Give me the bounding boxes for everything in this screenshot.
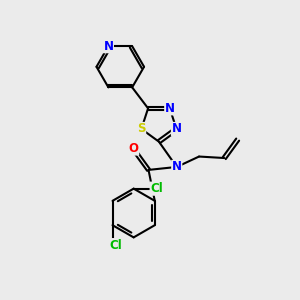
Text: O: O [129, 142, 139, 155]
Text: N: N [103, 40, 113, 53]
Text: Cl: Cl [110, 238, 122, 252]
Text: Cl: Cl [150, 182, 163, 195]
Text: N: N [171, 122, 182, 135]
Text: S: S [137, 122, 146, 135]
Text: N: N [172, 160, 182, 173]
Text: N: N [165, 102, 175, 115]
